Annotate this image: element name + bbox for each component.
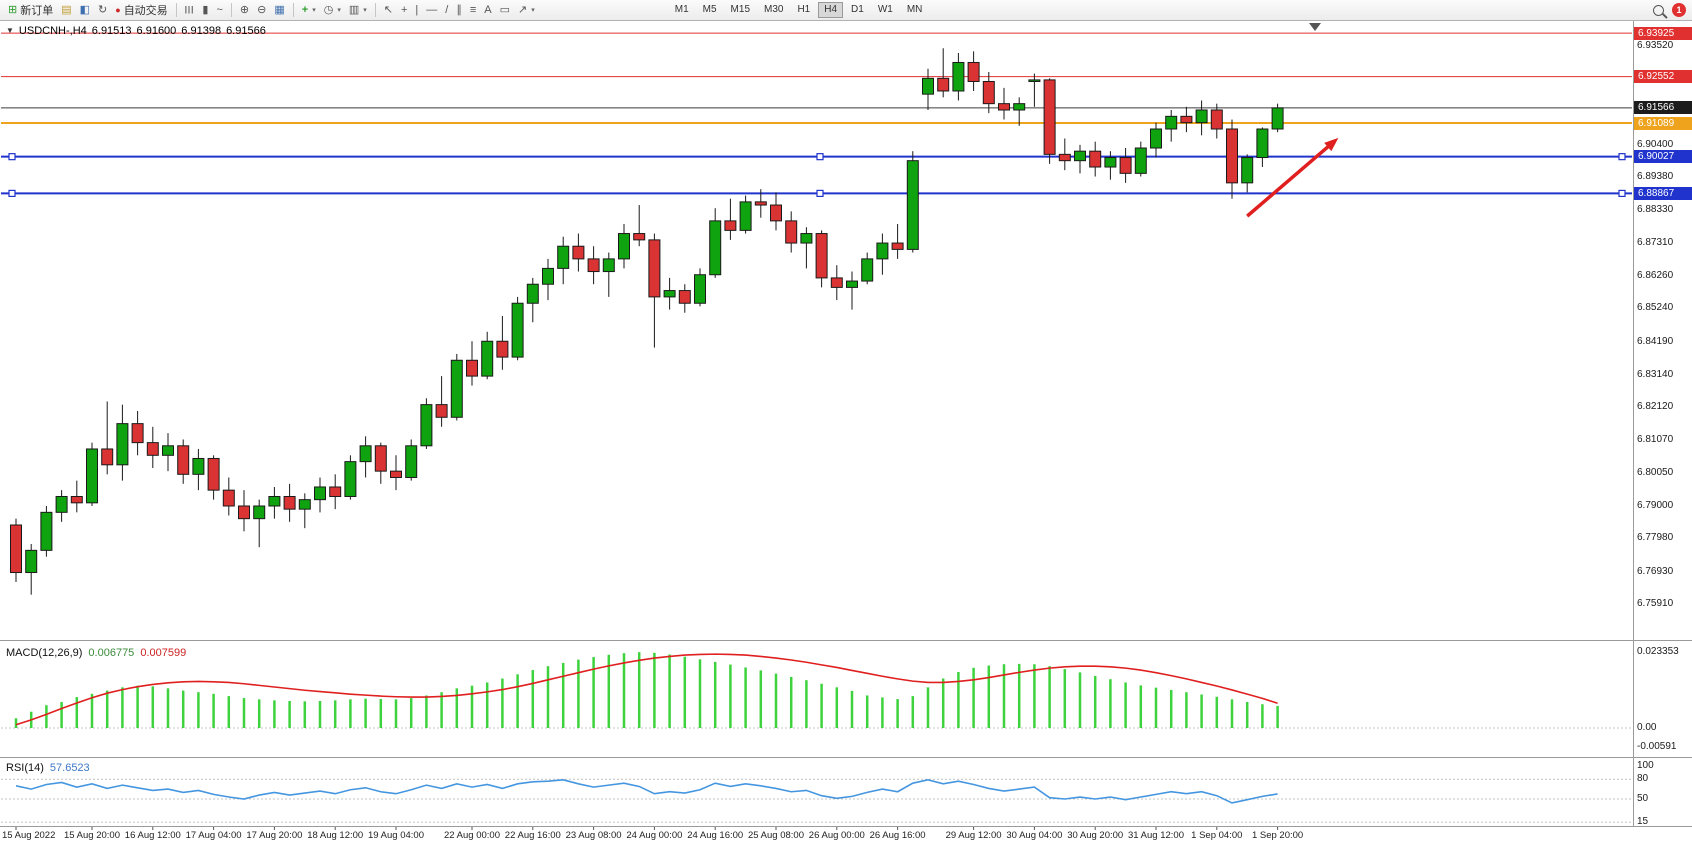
timeframe-button-h1[interactable]: H1	[797, 4, 811, 15]
cursor-tool-button[interactable]: ↖	[380, 1, 397, 19]
new-order-icon: ⊞	[8, 3, 18, 16]
line-chart-type-button[interactable]: ~	[212, 1, 226, 19]
zoom-out-button[interactable]: ⊖	[253, 1, 270, 19]
zoom-in-icon: ⊕	[239, 3, 250, 16]
macd-pane[interactable]	[0, 643, 1633, 757]
toolbar-separator	[374, 3, 376, 17]
candle-chart-type-button[interactable]: ▮	[198, 1, 212, 19]
timeframe-button-d1[interactable]: D1	[851, 4, 864, 15]
toolbar-right-group: 1	[1653, 3, 1688, 17]
autotrading-button[interactable]: ● 自动交易	[111, 1, 171, 19]
channel-tool-button[interactable]: ∥	[452, 1, 466, 19]
periods-button[interactable]: ◷ ▾	[320, 1, 345, 19]
profiles-icon: ◧	[79, 3, 91, 16]
new-order-label: 新订单	[20, 5, 54, 17]
timeframe-button-mn[interactable]: MN	[906, 4, 923, 15]
templates-button[interactable]: ▥ ▾	[345, 1, 371, 19]
label-icon: ▭	[499, 3, 510, 16]
new-order-button[interactable]: ⊞ 新订单	[4, 1, 57, 19]
horizontal-line-icon: —	[426, 3, 438, 16]
chevron-down-icon: ▾	[312, 7, 316, 14]
toolbar-separator	[292, 3, 294, 17]
indicators-icon: +	[301, 3, 309, 16]
zoom-out-icon: ⊖	[257, 3, 267, 16]
crosshair-icon: +	[400, 3, 408, 16]
chart-window-icon: ▤	[61, 3, 72, 16]
annotation-arrow	[1246, 142, 1333, 218]
main-chart-pane[interactable]	[0, 21, 1633, 640]
timeframe-button-w1[interactable]: W1	[877, 4, 893, 15]
timeframe-toolbar: M1 M5 M15 M30 H1 H4 D1 W1 MN	[669, 2, 929, 18]
bar-chart-type-button[interactable]: |||	[181, 1, 199, 19]
tile-windows-icon: ▦	[274, 3, 285, 16]
chevron-down-icon: ▾	[363, 7, 367, 14]
chevron-down-icon: ▾	[337, 7, 341, 14]
vertical-line-tool-button[interactable]: |	[411, 1, 422, 19]
timeframe-button-m30[interactable]: M30	[764, 4, 784, 15]
rsi-pane[interactable]	[0, 760, 1633, 824]
search-icon[interactable]	[1653, 4, 1664, 16]
price-axis[interactable]	[1633, 21, 1692, 826]
refresh-icon: ↻	[98, 3, 108, 16]
indicators-button[interactable]: + ▾	[298, 1, 320, 19]
autotrading-label: 自动交易	[123, 5, 168, 17]
refresh-button[interactable]: ↻	[94, 1, 111, 19]
crosshair-tool-button[interactable]: +	[397, 1, 411, 19]
chevron-down-icon: ▾	[531, 7, 535, 14]
time-axis[interactable]	[0, 827, 1633, 845]
timeframe-button-m15[interactable]: M15	[730, 4, 750, 15]
clock-icon: ◷	[323, 3, 334, 16]
fibonacci-tool-button[interactable]: ≡	[466, 1, 480, 19]
trendline-icon: /	[445, 3, 449, 16]
timeframe-button-m1[interactable]: M1	[674, 4, 689, 15]
zoom-in-button[interactable]: ⊕	[236, 1, 253, 19]
candle-chart-icon: ▮	[202, 3, 209, 16]
arrow-icon: ↗	[518, 3, 528, 16]
notification-badge[interactable]: 1	[1672, 3, 1686, 17]
arrows-tool-button[interactable]: ↗ ▾	[514, 1, 539, 19]
autotrading-icon: ●	[115, 4, 121, 15]
timeframe-button-h4[interactable]: H4	[818, 2, 844, 18]
horizontal-line-tool-button[interactable]: —	[422, 1, 441, 19]
trendline-tool-button[interactable]: /	[441, 1, 452, 19]
text-tool-button[interactable]: A	[480, 1, 495, 19]
text-icon: A	[484, 3, 492, 16]
fibonacci-icon: ≡	[469, 3, 477, 16]
bar-chart-icon: |||	[184, 5, 195, 14]
toolbar: ⊞ 新订单 ▤ ◧ ↻ ● 自动交易 ||| ▮ ~ ⊕ ⊖ ▦ + ▾ ◷ ▾…	[0, 0, 1692, 21]
vertical-line-icon: |	[415, 3, 419, 16]
profiles-button[interactable]: ◧	[76, 1, 94, 19]
channel-icon: ∥	[456, 3, 462, 16]
toolbar-separator	[230, 3, 232, 17]
template-icon: ▥	[348, 3, 360, 16]
toolbar-separator	[175, 3, 177, 17]
cursor-icon: ↖	[383, 3, 393, 16]
chart-shift-marker	[1309, 23, 1321, 31]
label-tool-button[interactable]: ▭	[496, 1, 514, 19]
chart-window-button[interactable]: ▤	[57, 1, 75, 19]
line-chart-icon: ~	[216, 3, 223, 16]
timeframe-button-m5[interactable]: M5	[702, 4, 717, 15]
tile-windows-button[interactable]: ▦	[270, 1, 288, 19]
